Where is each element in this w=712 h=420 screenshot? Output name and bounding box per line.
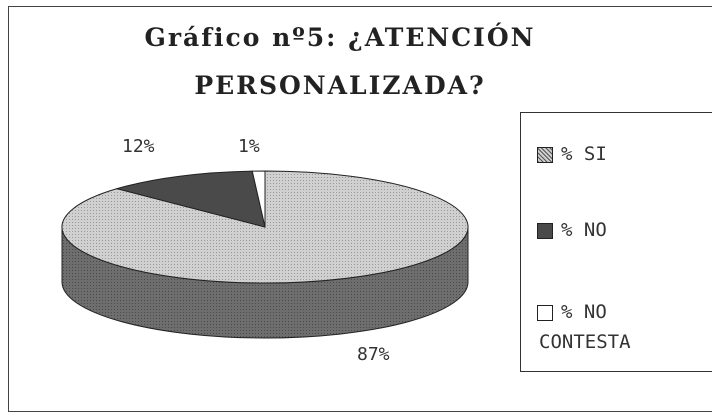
legend-label-nc-line1: % NO — [561, 301, 607, 323]
slice-nc-top — [251, 170, 266, 228]
legend-label-si: % SI — [561, 143, 607, 165]
chart-title-line1: Gráfico nº5: ¿ATENCIÓN — [144, 23, 536, 52]
slice-no-top — [115, 170, 266, 228]
chart-legend: % SI % NO % NO CONTESTA — [520, 112, 712, 372]
slice-label-si: 87% — [357, 344, 390, 365]
legend-label-no: % NO — [561, 219, 607, 241]
slice-label-no: 12% — [122, 136, 155, 157]
legend-item-si: % SI — [537, 139, 607, 169]
legend-swatch-no — [537, 223, 553, 239]
legend-label-nc: % NO CONTESTA — [539, 297, 631, 357]
legend-label-nc-line2: CONTESTA — [539, 331, 631, 353]
chart-title-line2: PERSONALIZADA? — [194, 71, 486, 100]
legend-swatch-si — [537, 147, 553, 163]
legend-swatch-nc — [537, 305, 553, 321]
chart-title: Gráfico nº5: ¿ATENCIÓN PERSONALIZADA? — [60, 14, 620, 110]
pie-slices — [61, 170, 469, 339]
legend-item-nc: % NO CONTESTA — [537, 297, 631, 357]
slice-label-nc: 1% — [238, 136, 260, 157]
legend-item-no: % NO — [537, 215, 607, 245]
